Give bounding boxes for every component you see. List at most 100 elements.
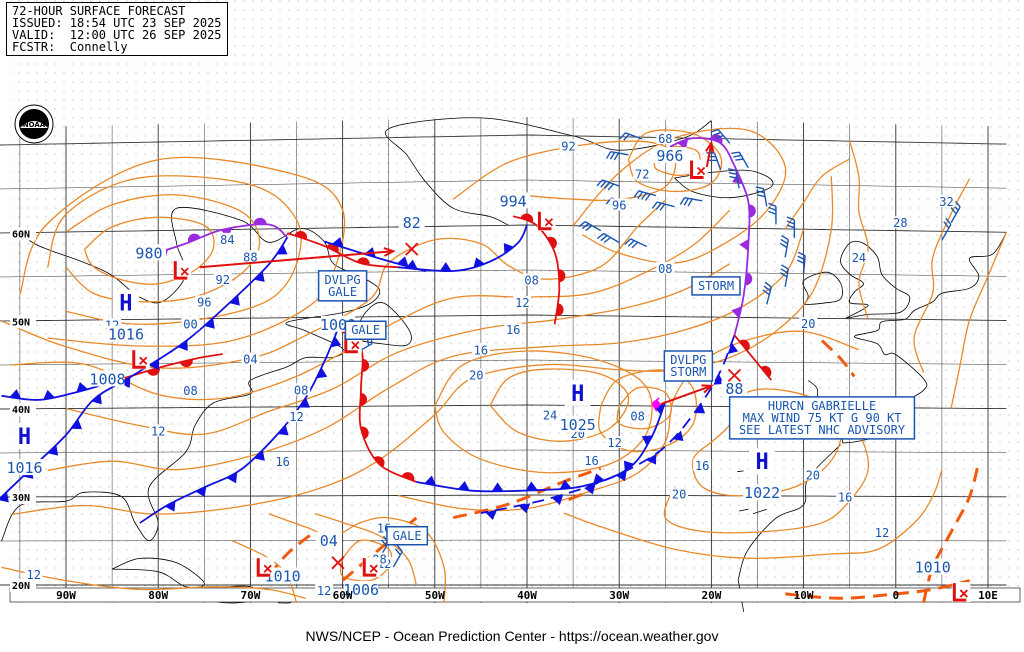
front-barb [731, 306, 742, 319]
low-pressure-value: 1006 [343, 581, 379, 599]
isobar-value: 72 [635, 167, 649, 181]
wind-barb [619, 132, 643, 141]
wind-barb [578, 220, 602, 232]
isobar [10, 209, 731, 401]
wind-barb-staff [713, 152, 722, 171]
isobar-value: 96 [612, 198, 626, 212]
label-background [656, 261, 675, 274]
wind-barb-staff [802, 255, 806, 274]
low-pressure-value: 980 [135, 244, 162, 262]
noaa-logo: NOAA [14, 104, 54, 144]
wind-barb-flag [607, 183, 614, 191]
front-barb [277, 424, 289, 436]
header-issued: ISSUED: 18:54 UTC 23 SEP 2025 [12, 16, 222, 30]
label-background [513, 296, 532, 309]
wind-barb-flag [756, 190, 765, 194]
isobar-value: 20 [469, 368, 483, 382]
high-pressure-value: 1025 [560, 416, 596, 434]
wind-barb-flag [780, 238, 788, 245]
coastline [385, 117, 712, 226]
wind-barb-staff [735, 170, 740, 189]
latitude-line [0, 134, 1007, 146]
label-background [496, 192, 531, 209]
wind-barb-flag [394, 548, 401, 556]
wind-barb [786, 216, 796, 238]
front-barb [316, 367, 328, 379]
front-layer [0, 134, 772, 524]
wind-barb-flag [756, 194, 766, 198]
low-symbol [173, 260, 192, 281]
isobar-value: 16 [838, 491, 852, 505]
wind-barb [710, 128, 731, 144]
warning-label-frame [386, 526, 429, 546]
isobar-value: 08 [294, 383, 308, 397]
isobar-value: 12 [875, 526, 889, 540]
longitude-label: 80W [148, 589, 168, 602]
trough [341, 516, 418, 582]
latitude-label-background [10, 227, 36, 241]
label-background [656, 132, 675, 145]
label-background [803, 468, 822, 481]
wind-barb-flag [762, 289, 770, 296]
wind-barb-staff [625, 132, 643, 140]
label-background [670, 487, 689, 500]
isobar-value: 16 [584, 454, 598, 468]
hurricane-advisory-frame [728, 396, 916, 440]
label-background [522, 273, 541, 286]
footer-credit: NWS/NCEP - Ocean Prediction Center - htt… [305, 628, 719, 644]
warning-label-frame [663, 350, 714, 382]
front-barb [503, 243, 515, 254]
wind-barb-staff [603, 232, 620, 244]
wind-barb-flag [729, 175, 738, 179]
front-barb [43, 389, 56, 400]
wind-barb-flag [731, 151, 740, 155]
trough [922, 461, 981, 604]
wind-barb-staff [584, 220, 602, 232]
label-background [213, 272, 232, 285]
warning-label-text: DVLPG [670, 353, 706, 367]
latitude-label-background [10, 579, 36, 592]
warning-label-frame [317, 270, 368, 302]
wind-barb [679, 197, 703, 207]
warning-label-text: GALE [393, 529, 422, 543]
low-pressure-value: 994 [500, 192, 527, 210]
coastline-layer [1, 117, 1007, 612]
wind-barb-flag [763, 285, 771, 292]
wind-barb-flag [796, 259, 805, 265]
wind-barb-flag [624, 238, 632, 245]
wind-barb-staff [638, 190, 657, 197]
wind-barb-flag [396, 544, 403, 552]
isobar [627, 129, 723, 193]
high-letter: H [571, 382, 584, 407]
longitude-label: 70W [240, 589, 260, 602]
label-background [799, 317, 818, 330]
warning-label-text: DVLPG [325, 273, 361, 287]
front-barb [713, 374, 725, 385]
wind-barb-staff [784, 268, 789, 287]
forecast-low-value: 04 [320, 532, 338, 550]
front-barb [47, 444, 59, 456]
longitude-label: 40W [517, 589, 537, 602]
isobar [314, 512, 418, 586]
latitude-label: 60N [12, 229, 30, 240]
wind-barb [605, 151, 629, 161]
wind-barb-flag [641, 192, 647, 200]
wind-barb-flag [768, 206, 777, 211]
wind-barb [727, 168, 740, 189]
wind-barb-flag [768, 202, 777, 207]
low-letter-l [537, 211, 552, 231]
isobar-value: 12 [289, 410, 303, 424]
label-background [652, 147, 687, 164]
front-bump [360, 392, 368, 406]
wind-barb-flag [596, 232, 605, 240]
high-letter: H [755, 450, 768, 475]
wind-barb-flag [651, 201, 658, 209]
header-valid: VALID: 12:00 UTC 26 SEP 2025 [12, 28, 222, 42]
wind-barb-flag [710, 128, 719, 133]
front-bump [179, 359, 193, 368]
front-bump [401, 472, 415, 481]
label-background [610, 198, 629, 211]
wind-barb-flag [786, 220, 795, 225]
label-background [315, 583, 334, 596]
